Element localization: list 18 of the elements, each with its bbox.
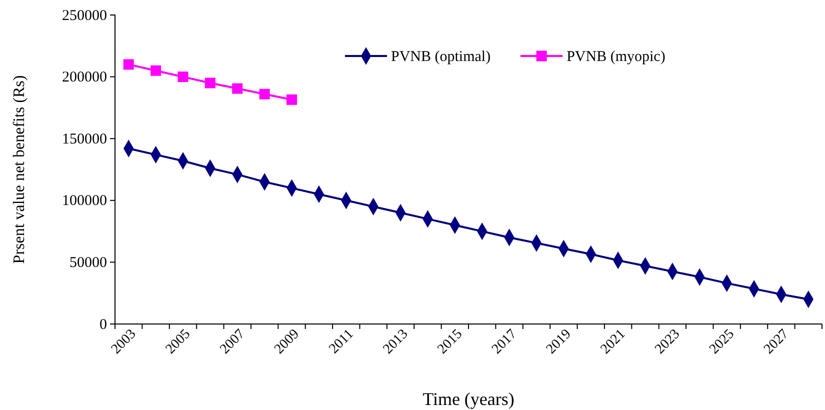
point: [286, 94, 297, 105]
y-tick-label: 250000: [62, 8, 107, 24]
point: [259, 88, 270, 100]
y-tick-label: 50000: [70, 255, 107, 271]
point: [204, 78, 216, 88]
x-tick-label: 2011: [326, 326, 357, 357]
point: [150, 65, 162, 76]
y-tick-label: 100000: [62, 193, 107, 210]
x-axis-title: Time (years): [422, 389, 514, 409]
point: [178, 72, 188, 82]
y-tick-label: 150000: [62, 131, 107, 148]
point: [232, 83, 243, 94]
legend-label: PVNB (optimal): [391, 49, 491, 65]
point: [123, 59, 134, 70]
y-axis-title: Prsent value net benefits (Rs): [11, 75, 28, 264]
y-tick-label: 200000: [62, 70, 107, 86]
y-tick-label: 0: [100, 316, 107, 333]
legend-label: PVNB (myopic): [566, 49, 666, 65]
